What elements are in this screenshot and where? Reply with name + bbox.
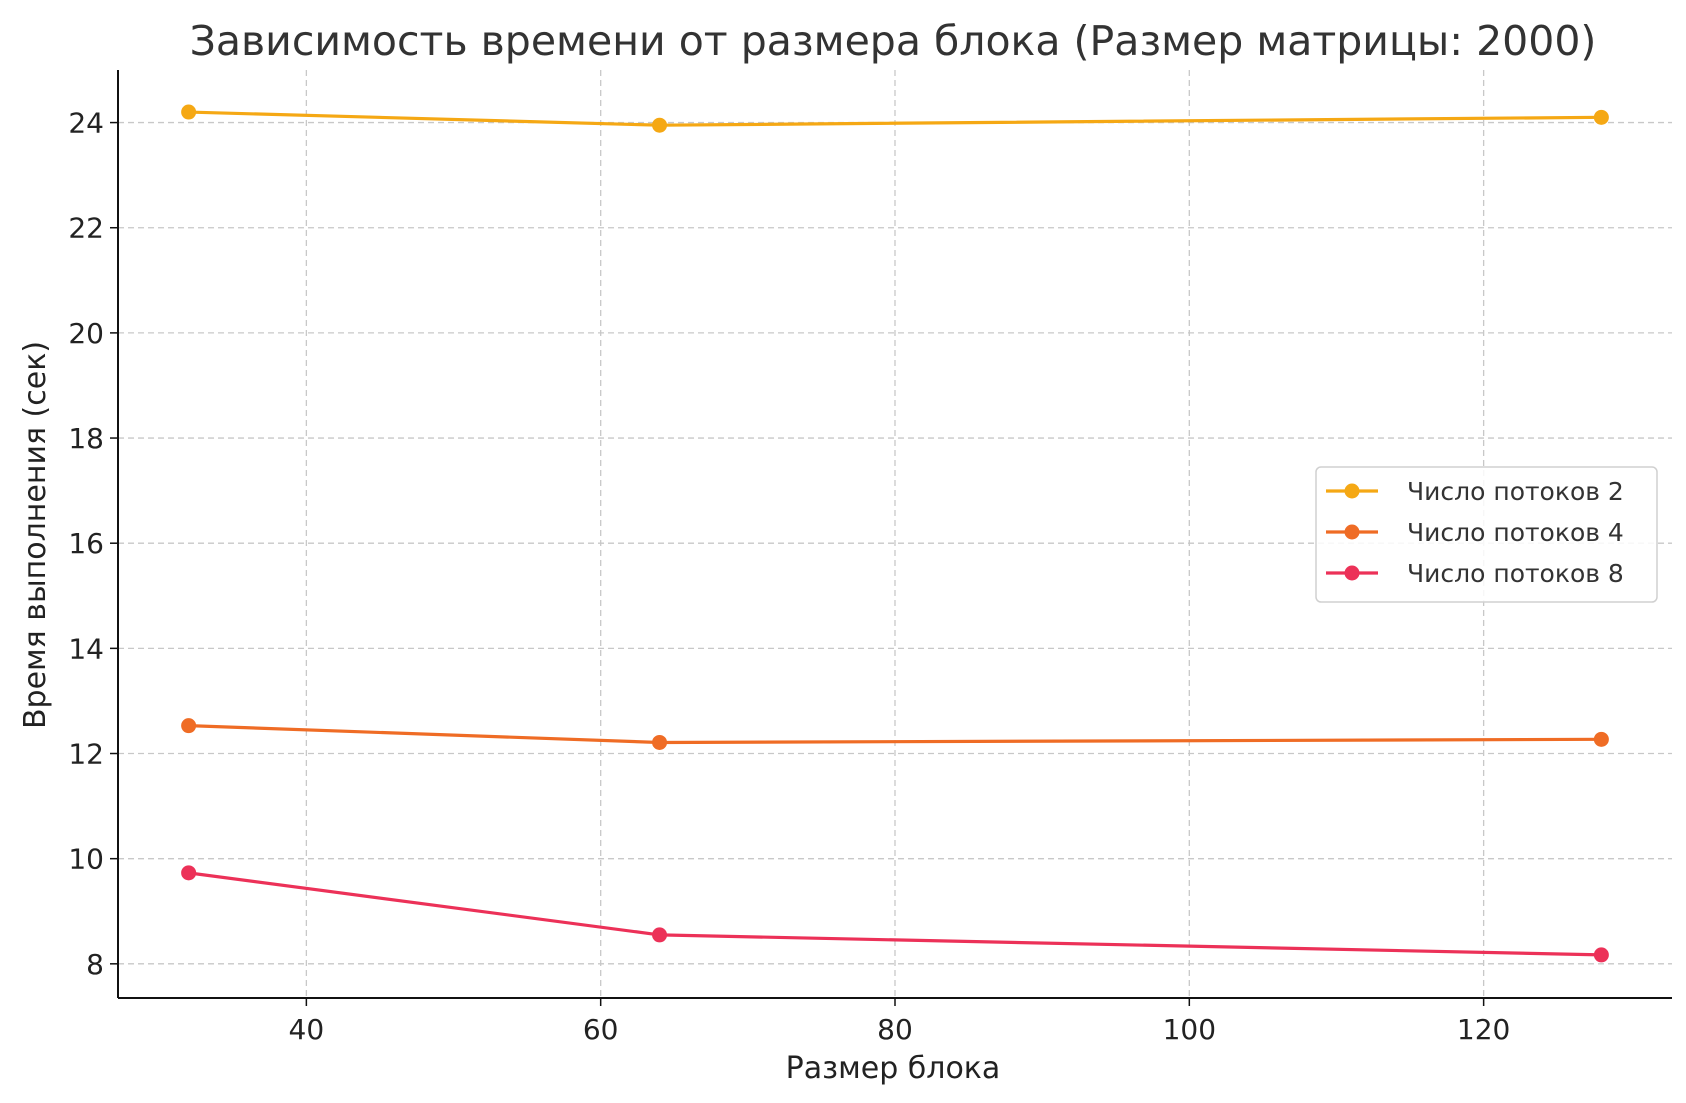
x-tick-label: 100 — [1163, 1013, 1216, 1046]
data-point — [1593, 109, 1609, 125]
y-axis-label: Время выполнения (сек) — [18, 341, 53, 729]
data-point — [181, 865, 197, 881]
y-tick-label: 22 — [68, 212, 104, 245]
data-point — [181, 718, 197, 734]
data-point — [652, 117, 668, 133]
x-tick-label: 80 — [877, 1013, 913, 1046]
data-point — [1593, 947, 1609, 963]
legend: Число потоков 2 Число потоков 4 Число пото… — [1315, 466, 1658, 603]
chart-title: Зависимость времени от размера блока (Ра… — [190, 17, 1597, 65]
legend-box — [1315, 466, 1658, 603]
legend-marker — [1344, 524, 1360, 540]
data-point — [652, 927, 668, 943]
data-point — [1593, 731, 1609, 747]
data-point — [652, 734, 668, 750]
legend-label: Число потоков 4 — [1407, 518, 1624, 547]
y-tick-label: 24 — [68, 107, 104, 140]
y-tick-label: 14 — [68, 632, 104, 665]
series-group — [181, 104, 1609, 963]
legend-label: Число потоков 8 — [1407, 559, 1624, 588]
y-tick-label: 20 — [68, 317, 104, 350]
legend-marker — [1344, 483, 1360, 499]
data-point — [181, 104, 197, 120]
x-tick-label: 40 — [289, 1013, 325, 1046]
y-tick-label: 18 — [68, 422, 104, 455]
legend-marker — [1344, 565, 1360, 581]
ticks: 40 60 80 100 120 8 10 12 14 16 18 20 22 24 — [68, 107, 1510, 1046]
y-tick-label: 10 — [68, 843, 104, 876]
y-tick-label: 16 — [68, 527, 104, 560]
legend-label: Число потоков 2 — [1407, 477, 1624, 506]
y-tick-label: 8 — [86, 948, 104, 981]
x-axis-label: Размер блока — [786, 1051, 1001, 1086]
x-tick-label: 60 — [583, 1013, 619, 1046]
y-tick-label: 12 — [68, 738, 104, 771]
x-tick-label: 120 — [1457, 1013, 1510, 1046]
